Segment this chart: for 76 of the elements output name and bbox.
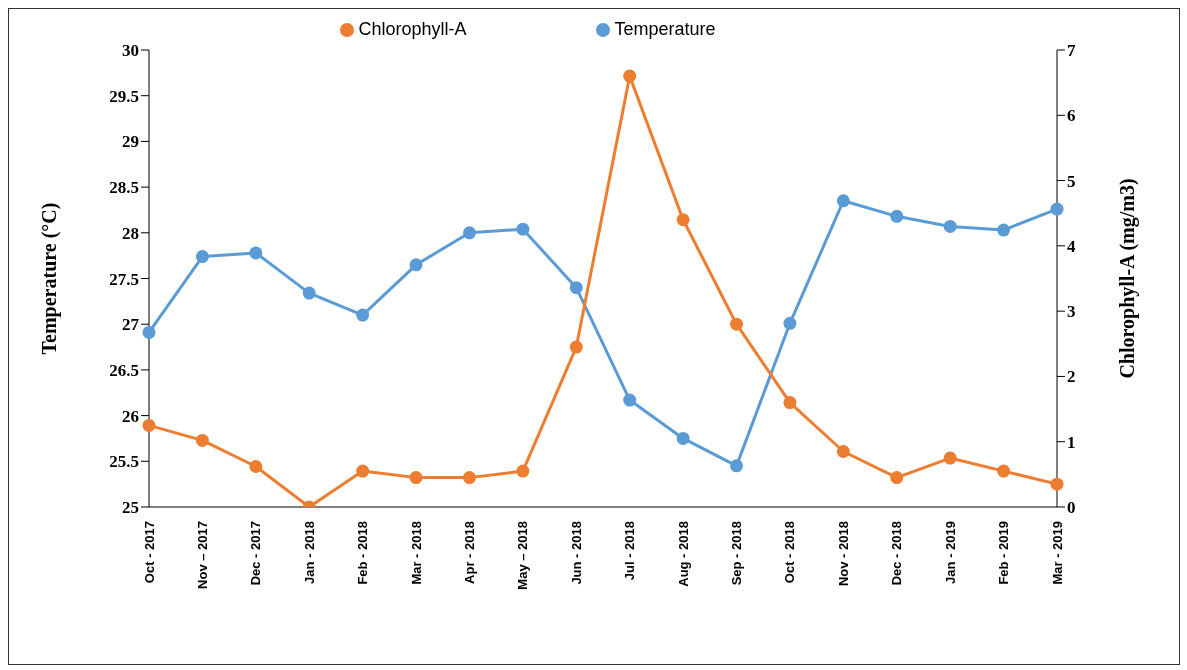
point: [836, 445, 850, 459]
y-tick-label: 30: [122, 41, 139, 61]
x-tick-label: Jan - 2018: [301, 521, 317, 584]
point: [142, 418, 156, 432]
y-tick-label: 25.5: [109, 452, 139, 472]
x-tick-label: Sep - 2018: [729, 521, 745, 586]
point: [997, 464, 1011, 478]
y2-tick-label: 7: [1067, 41, 1076, 61]
x-tick-label: Feb - 2018: [355, 521, 371, 585]
x-tick-label: Oct - 2017: [141, 521, 157, 584]
point: [836, 194, 850, 208]
point: [623, 69, 637, 83]
point: [195, 250, 209, 264]
point: [516, 464, 530, 478]
point: [516, 222, 530, 236]
x-tick-label: Mar - 2019: [1049, 521, 1065, 585]
point: [997, 223, 1011, 237]
y-tick-label: 26.5: [109, 360, 139, 380]
point: [890, 209, 904, 223]
x-tick-label: Feb - 2019: [996, 521, 1012, 585]
point: [462, 471, 476, 485]
y-tick-label: 29: [122, 132, 139, 152]
point: [249, 460, 263, 474]
legend-label: Chlorophyll-A: [358, 19, 467, 39]
point: [462, 226, 476, 240]
point: [1050, 202, 1064, 216]
x-tick-label: Jun - 2018: [568, 521, 584, 585]
point: [943, 451, 957, 465]
point: [569, 340, 583, 354]
y2-tick-label: 2: [1067, 367, 1076, 387]
y2-axis-title: Chlorophyll-A (mg/m3): [1116, 178, 1140, 379]
x-tick-label: Dec - 2017: [248, 521, 264, 586]
point: [195, 433, 209, 447]
y-tick-label: 28.5: [109, 178, 139, 198]
y-tick-label: 29.5: [109, 86, 139, 106]
point: [783, 396, 797, 410]
point: [302, 286, 316, 300]
point: [1050, 477, 1064, 491]
point: [142, 325, 156, 339]
point: [623, 393, 637, 407]
y2-tick-label: 6: [1067, 106, 1076, 126]
x-tick-label: Jan - 2019: [942, 521, 958, 584]
point: [676, 213, 690, 227]
y-tick-label: 28: [122, 223, 139, 243]
x-tick-label: Mar - 2018: [408, 521, 424, 585]
y-tick-label: 27: [122, 315, 140, 335]
y2-tick-label: 0: [1067, 498, 1076, 518]
x-tick-label: May – 2018: [515, 521, 531, 590]
point: [249, 246, 263, 260]
point: [943, 219, 957, 233]
point: [356, 308, 370, 322]
y-axis-title: Temperature (°C): [38, 202, 62, 355]
y2-tick-label: 1: [1067, 432, 1076, 452]
x-tick-label: Nov - 2018: [835, 521, 851, 587]
y-tick-label: 26: [122, 406, 139, 426]
y-tick-label: 25: [122, 498, 139, 518]
y2-tick-label: 4: [1067, 236, 1076, 256]
point: [409, 471, 423, 485]
point: [676, 431, 690, 445]
point: [783, 316, 797, 330]
x-tick-label: Apr - 2018: [461, 521, 477, 584]
point: [356, 464, 370, 478]
x-tick-label: Aug - 2018: [675, 521, 691, 587]
legend-label: Temperature: [614, 19, 716, 39]
point: [730, 459, 744, 473]
point: [569, 281, 583, 295]
x-tick-label: Dec - 2018: [889, 521, 905, 586]
point: [730, 317, 744, 331]
y2-tick-label: 5: [1067, 171, 1076, 191]
y2-tick-label: 3: [1067, 302, 1076, 322]
point: [409, 258, 423, 272]
x-tick-label: Nov – 2017: [194, 521, 210, 589]
x-tick-label: Jul - 2018: [622, 521, 638, 581]
x-tick-label: Oct - 2018: [782, 521, 798, 584]
point: [890, 471, 904, 485]
y-tick-label: 27.5: [109, 269, 139, 289]
